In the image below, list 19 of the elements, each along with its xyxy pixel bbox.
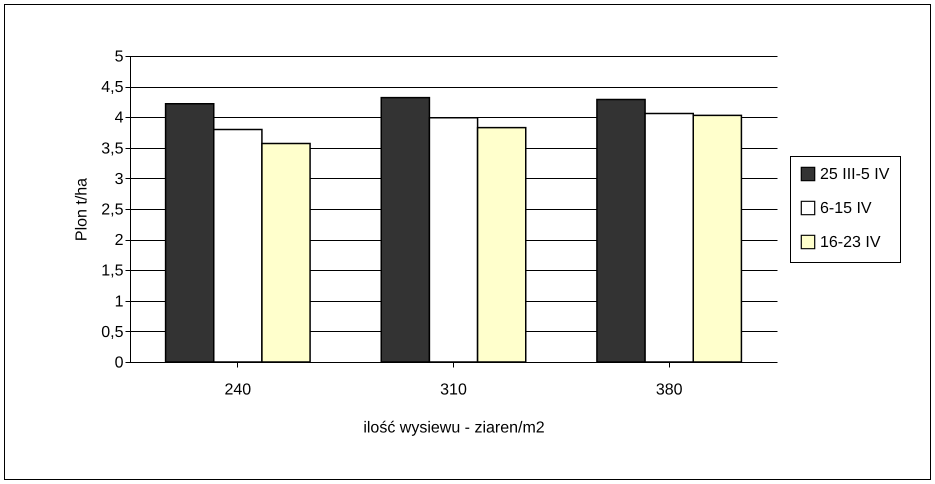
y-tick-label: 2 bbox=[114, 232, 124, 250]
y-tick-label: 1,5 bbox=[101, 262, 124, 280]
y-axis-title: Plon t/ha bbox=[73, 178, 90, 242]
legend-label: 6-15 IV bbox=[820, 200, 872, 217]
legend-label: 16-23 IV bbox=[820, 234, 881, 251]
x-tick-label: 380 bbox=[656, 382, 683, 398]
legend-label: 25 III-5 IV bbox=[820, 166, 890, 183]
y-tick-label: 1 bbox=[114, 293, 124, 310]
y-tick-label: 3,5 bbox=[101, 140, 124, 158]
y-tick-label: 2,5 bbox=[101, 202, 124, 218]
x-tick-label: 310 bbox=[440, 382, 467, 398]
y-tick-label: 0 bbox=[114, 354, 124, 372]
y-tick-label: 0,5 bbox=[101, 324, 124, 341]
y-tick-label: 3 bbox=[114, 170, 124, 188]
y-tick-label: 5 bbox=[114, 48, 124, 66]
x-axis-title: ilość wysiewu - ziaren/m2 bbox=[363, 420, 545, 436]
y-tick-label: 4,5 bbox=[101, 79, 124, 96]
x-tick-label: 240 bbox=[224, 382, 252, 398]
y-tick-label: 4 bbox=[114, 110, 124, 127]
